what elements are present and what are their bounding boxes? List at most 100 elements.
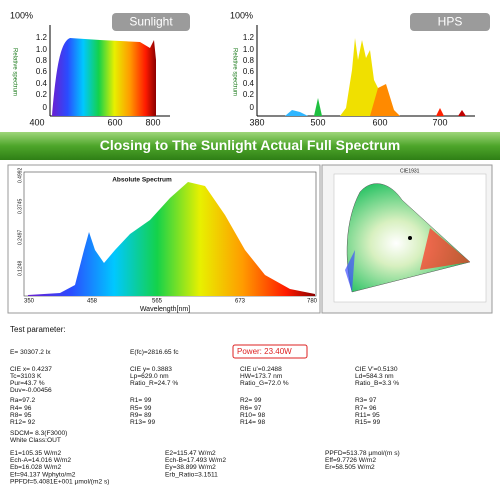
param: R15= 99 [355, 419, 380, 426]
y-tick-label: 0.4 [243, 79, 255, 88]
y-tick-label: 0.2 [243, 90, 255, 99]
y-tick-label: 0.2 [36, 90, 48, 99]
y-tick-label: 0 [250, 103, 255, 112]
white-class: White Class:OUT [10, 437, 61, 444]
parameters: Test parameter: E= 30307.2 lx E(fc)=2816.… [10, 325, 400, 485]
energy-param: Er=58.505 W/m2 [325, 464, 375, 471]
illuminance: Power: 23.40W [237, 347, 292, 356]
x-tick-label: 458 [87, 299, 98, 305]
param: CIE x= 0.4237 [10, 366, 52, 373]
param: Ratio_R=24.7 % [130, 380, 178, 387]
param: CIE y= 0.3883 [130, 366, 172, 373]
param: R9= 89 [130, 412, 152, 419]
energy-param: Ey=38.899 W/m2 [165, 464, 216, 471]
label-box [112, 13, 190, 31]
gamut-blue [345, 250, 355, 292]
param: HW=173.7 nm [240, 373, 283, 380]
y-tick-label: 0.6 [243, 67, 255, 76]
y-tick-label: 0.8 [243, 56, 255, 65]
param: CIE V'=0.5130 [355, 366, 398, 373]
y-tick-label: 0.3745 [17, 198, 23, 214]
y-tick-label: 1.2 [243, 33, 255, 42]
param: Ratio_G=72.0 % [240, 380, 289, 387]
param: Ra=97.2 [10, 397, 35, 404]
illuminance: E(fc)=2816.65 fc [130, 349, 179, 356]
param: Ratio_B=3.3 % [355, 380, 399, 387]
power-box [232, 344, 308, 359]
param: Ld=584.3 nm [355, 373, 394, 380]
cie-title: CIE1931 [400, 168, 420, 174]
banner [0, 132, 500, 160]
param: R14= 98 [240, 419, 265, 426]
x-tick-label: 565 [152, 299, 163, 305]
energy-param: Erb_Ratio=3.1511 [165, 471, 218, 478]
gamut-red [420, 228, 470, 270]
illuminance: E= 30307.2 lx [10, 349, 51, 356]
y-tick-label: 0.6 [36, 67, 48, 76]
y-tick-label: 0.4 [36, 79, 48, 88]
y-tick-label: 0.8 [36, 56, 48, 65]
cie-diagram: CIE1931 [321, 164, 493, 314]
sdcm: SDCM= 8.3(F3000) [10, 430, 67, 437]
x-label: Wavelength[nm] [140, 306, 190, 313]
param: Lp=629.0 nm [130, 373, 169, 380]
param: R8= 95 [10, 412, 32, 419]
y-tick-label: 1.2 [36, 33, 48, 42]
spectrum [28, 182, 315, 296]
y-tick-label: 0.4992 [17, 167, 23, 183]
top-label: 100% [10, 10, 33, 20]
y-tick-label: 0 [43, 103, 48, 112]
label-box [410, 13, 490, 31]
param: R11= 95 [355, 412, 380, 419]
energy-param: Eff=9.7726 W/m2 [325, 457, 376, 464]
param: R10= 98 [240, 412, 265, 419]
x-tick-label: 600 [372, 117, 387, 127]
param: Tc=3103 K [10, 373, 42, 380]
panel-label: HPS [438, 15, 463, 29]
energy-param: E2=115.47 W/m2 [165, 450, 216, 457]
x-tick-label: 350 [24, 299, 35, 305]
param: R13= 99 [130, 419, 155, 426]
top-label: 100% [230, 10, 253, 20]
x-tick-label: 380 [249, 117, 264, 127]
banner-text: Closing to The Sunlight Actual Full Spec… [100, 137, 400, 153]
energy-param: PPFDf=5.4081E+001 µmol/(m2 s) [10, 479, 109, 486]
energy-param: E1=105.35 W/m2 [10, 450, 61, 457]
spectrum [52, 38, 156, 116]
y-label: Relative spectrum [231, 48, 237, 96]
x-tick-label: 700 [432, 117, 447, 127]
param: R12= 92 [10, 419, 35, 426]
x-tick-label: 400 [29, 117, 44, 127]
heading: Test parameter: [10, 325, 66, 334]
param: R3= 97 [355, 397, 377, 404]
param: R5= 99 [130, 405, 152, 412]
energy-param: Ech-B=17.493 W/m2 [165, 457, 226, 464]
energy-param: Ech-A=14.016 W/m2 [10, 457, 71, 464]
param: CIE u'=0.2488 [240, 366, 282, 373]
energy-param: PPFD=513.78 µmol/(m s) [325, 450, 400, 457]
y-tick-label: 1.0 [243, 45, 255, 54]
x-tick-label: 800 [145, 117, 160, 127]
param: R7= 96 [355, 405, 377, 412]
param: R4= 96 [10, 405, 32, 412]
param: Pur=43.7 % [10, 380, 45, 387]
hps-panel: 100% Relative spectrum HPS 1.2 1.0 0.8 0.6 0… [230, 10, 490, 127]
y-tick-label: 1.0 [36, 45, 48, 54]
param: R1= 99 [130, 397, 152, 404]
x-tick-label: 673 [235, 299, 246, 305]
energy-param: Ef=94.137 Wphyto/m2 [10, 471, 76, 478]
y-label: Relative spectrum [11, 48, 17, 96]
param: R6= 97 [240, 405, 262, 412]
panel-label: Sunlight [129, 15, 173, 29]
spectrum [285, 38, 466, 116]
param: Duv=-0.00456 [10, 387, 52, 394]
sunlight-panel: 100% Relative spectrum Sunlight 1.2 1.0 0.… [10, 10, 190, 127]
chart-title: Absolute Spectrum [112, 177, 172, 184]
x-tick-label: 500 [310, 117, 325, 127]
energy-param: Eb=16.028 W/m2 [10, 464, 61, 471]
x-tick-label: 780 [307, 299, 318, 305]
y-tick-label: 0.2497 [17, 229, 23, 245]
param: R2= 99 [240, 397, 262, 404]
y-tick-label: 0.1248 [17, 260, 23, 276]
